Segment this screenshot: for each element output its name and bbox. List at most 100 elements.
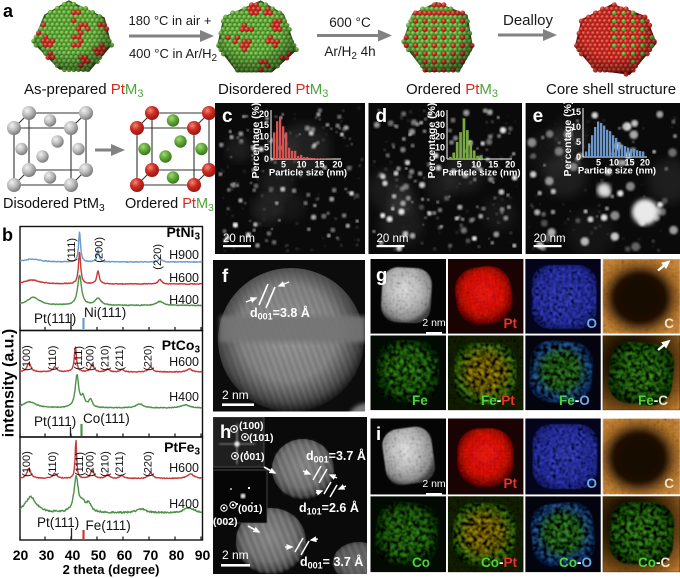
- svg-text:Pt(111): Pt(111): [37, 515, 79, 530]
- svg-text:(220): (220): [143, 451, 155, 477]
- svg-text:50: 50: [91, 547, 107, 563]
- svg-text:(001): (001): [240, 451, 265, 463]
- svg-text:PtFe3: PtFe3: [164, 439, 200, 458]
- svg-text:Fe-O: Fe-O: [559, 393, 590, 408]
- svg-text:PtNi3: PtNi3: [166, 224, 200, 243]
- svg-text:(100): (100): [21, 451, 33, 477]
- svg-text:Dealloy: Dealloy: [503, 12, 554, 29]
- svg-text:Particle size (nm): Particle size (nm): [578, 166, 656, 177]
- svg-text:H600: H600: [169, 461, 199, 475]
- svg-text:C: C: [664, 476, 674, 491]
- svg-text:5: 5: [457, 160, 462, 170]
- svg-text:H400: H400: [169, 390, 199, 404]
- svg-text:(110): (110): [47, 346, 59, 371]
- svg-text:15: 15: [314, 160, 324, 170]
- svg-text:Fe-C: Fe-C: [638, 393, 668, 408]
- svg-text:(111): (111): [74, 452, 86, 476]
- svg-text:i: i: [376, 423, 381, 444]
- svg-text:20: 20: [332, 160, 342, 170]
- svg-text:20: 20: [259, 109, 269, 119]
- svg-text:10: 10: [435, 143, 445, 153]
- svg-text:10: 10: [471, 160, 481, 170]
- svg-text:180 °C in air +: 180 °C in air +: [129, 13, 212, 28]
- svg-text:b: b: [2, 225, 13, 245]
- svg-text:Disodered PtM3: Disodered PtM3: [3, 196, 105, 214]
- svg-text:h: h: [220, 421, 231, 442]
- svg-text:70: 70: [143, 547, 159, 563]
- svg-text:f: f: [222, 265, 229, 286]
- svg-text:a: a: [3, 1, 14, 21]
- svg-text:(210): (210): [100, 345, 112, 371]
- svg-text:30: 30: [435, 120, 445, 130]
- svg-text:O: O: [586, 316, 597, 331]
- svg-text:(200): (200): [94, 237, 106, 263]
- svg-text:Disordered PtM3: Disordered PtM3: [218, 81, 328, 100]
- svg-text:Pt(111): Pt(111): [34, 414, 76, 429]
- svg-text:g: g: [376, 264, 387, 285]
- svg-text:20: 20: [435, 131, 445, 141]
- svg-text:2 nm: 2 nm: [222, 388, 249, 402]
- svg-text:Ni(111): Ni(111): [84, 305, 126, 320]
- svg-text:PtCo3: PtCo3: [162, 337, 201, 356]
- svg-text:(101): (101): [249, 432, 274, 444]
- svg-text:5: 5: [576, 137, 581, 147]
- svg-text:30: 30: [39, 547, 55, 563]
- svg-text:20: 20: [505, 160, 515, 170]
- svg-text:90: 90: [195, 547, 211, 563]
- svg-text:2 nm: 2 nm: [422, 317, 446, 329]
- svg-text:10: 10: [571, 122, 581, 132]
- svg-text:15: 15: [259, 120, 269, 130]
- svg-text:2 nm: 2 nm: [222, 548, 249, 562]
- svg-text:C: C: [664, 316, 674, 331]
- svg-text:d: d: [376, 106, 388, 127]
- svg-text:0: 0: [264, 154, 269, 164]
- svg-text:d001=3.8 Å: d001=3.8 Å: [250, 305, 310, 322]
- svg-text:Co: Co: [412, 555, 430, 570]
- svg-text:Core shell structure: Core shell structure: [546, 81, 676, 98]
- svg-text:(200): (200): [84, 345, 96, 371]
- svg-text:(001): (001): [238, 503, 263, 515]
- svg-text:20 nm: 20 nm: [223, 233, 255, 245]
- svg-text:Co(111): Co(111): [83, 411, 130, 426]
- svg-text:(002): (002): [213, 516, 238, 528]
- svg-text:Fe(111): Fe(111): [86, 518, 131, 533]
- svg-text:5: 5: [596, 158, 601, 168]
- svg-text:H600: H600: [169, 271, 199, 285]
- svg-text:15: 15: [488, 160, 498, 170]
- svg-text:20 nm: 20 nm: [534, 233, 566, 245]
- svg-text:40: 40: [65, 547, 81, 563]
- svg-text:10: 10: [609, 158, 619, 168]
- svg-text:60: 60: [117, 547, 133, 563]
- svg-text:Co-O: Co-O: [559, 555, 592, 570]
- svg-text:(220): (220): [152, 244, 164, 270]
- svg-text:20 nm: 20 nm: [377, 233, 409, 245]
- svg-text:Pt: Pt: [504, 476, 518, 491]
- svg-text:400 °C in Ar/H2: 400 °C in Ar/H2: [129, 46, 218, 64]
- svg-text:e: e: [533, 106, 544, 127]
- svg-text:Ar/H2 4h: Ar/H2 4h: [324, 44, 375, 62]
- svg-text:0: 0: [440, 154, 445, 164]
- svg-text:600 °C: 600 °C: [329, 15, 371, 30]
- svg-text:(110): (110): [47, 452, 59, 477]
- svg-text:(220): (220): [143, 345, 155, 371]
- svg-text:Co-C: Co-C: [638, 555, 671, 570]
- svg-text:Particle size (nm): Particle size (nm): [442, 168, 520, 179]
- svg-text:As-prepared PtM3: As-prepared PtM3: [24, 81, 144, 100]
- svg-text:10: 10: [259, 131, 269, 141]
- svg-text:Particle size (nm): Particle size (nm): [269, 168, 347, 179]
- svg-text:5: 5: [264, 143, 269, 153]
- svg-text:intensity (a.u.): intensity (a.u.): [1, 329, 18, 437]
- svg-text:15: 15: [624, 158, 634, 168]
- svg-text:20: 20: [640, 158, 650, 168]
- svg-text:5: 5: [281, 160, 286, 170]
- svg-text:0: 0: [576, 152, 581, 162]
- svg-text:Fe-Pt: Fe-Pt: [481, 393, 515, 408]
- svg-text:80: 80: [169, 547, 185, 563]
- svg-text:(100): (100): [21, 345, 33, 371]
- svg-text:(211): (211): [114, 346, 126, 371]
- svg-text:Pt: Pt: [504, 316, 518, 331]
- svg-text:15: 15: [571, 107, 581, 117]
- svg-text:Co-Pt: Co-Pt: [481, 555, 518, 570]
- svg-text:(111): (111): [66, 238, 78, 262]
- svg-text:Percentage (%): Percentage (%): [562, 101, 574, 177]
